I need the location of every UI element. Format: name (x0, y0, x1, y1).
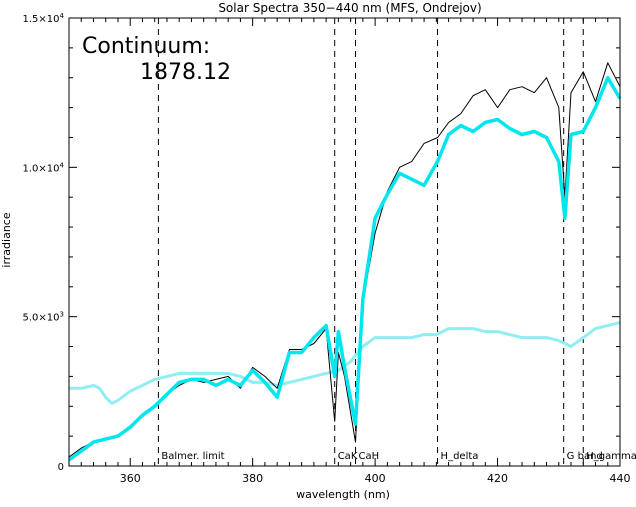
plot-frame (68, 17, 621, 467)
y-axis-label: irradiance (0, 212, 13, 267)
data-series (67, 62, 622, 462)
spectral-line-label: H_gamma (586, 451, 636, 462)
x-axis-label: wavelength (nm) (296, 488, 390, 501)
x-tick-label: 380 (242, 472, 263, 485)
x-tick-label: 440 (610, 472, 631, 485)
continuum-value: 1878.12 (140, 60, 231, 85)
y-tick-label: 5.0×103 (23, 311, 64, 324)
chart-title: Solar Spectra 350−440 nm (MFS, Ondrejov) (218, 1, 481, 15)
spectral-line-label: Balmer. limit (161, 451, 224, 462)
y-tick-label: 1.0×104 (23, 161, 65, 174)
smoothed-line (67, 75, 622, 462)
spectral-line-label: H_delta (441, 451, 479, 462)
x-tick-label: 360 (120, 472, 141, 485)
spectral-line-label: G band (567, 451, 603, 462)
spectral-line-label: CaK (338, 451, 358, 462)
y-tick-label: 0 (58, 462, 64, 473)
axes: 360 380 400 420 440 0 5.0×103 1.0×104 1.5×104 (23, 12, 631, 485)
x-tick-label: 400 (365, 472, 386, 485)
y-tick-label: 1.5×104 (23, 12, 65, 25)
x-tick-label: 420 (487, 472, 508, 485)
spectral-line-label: CaH (359, 451, 380, 462)
continuum-label: Continuum: (82, 34, 211, 59)
spectrum-line (68, 62, 621, 458)
